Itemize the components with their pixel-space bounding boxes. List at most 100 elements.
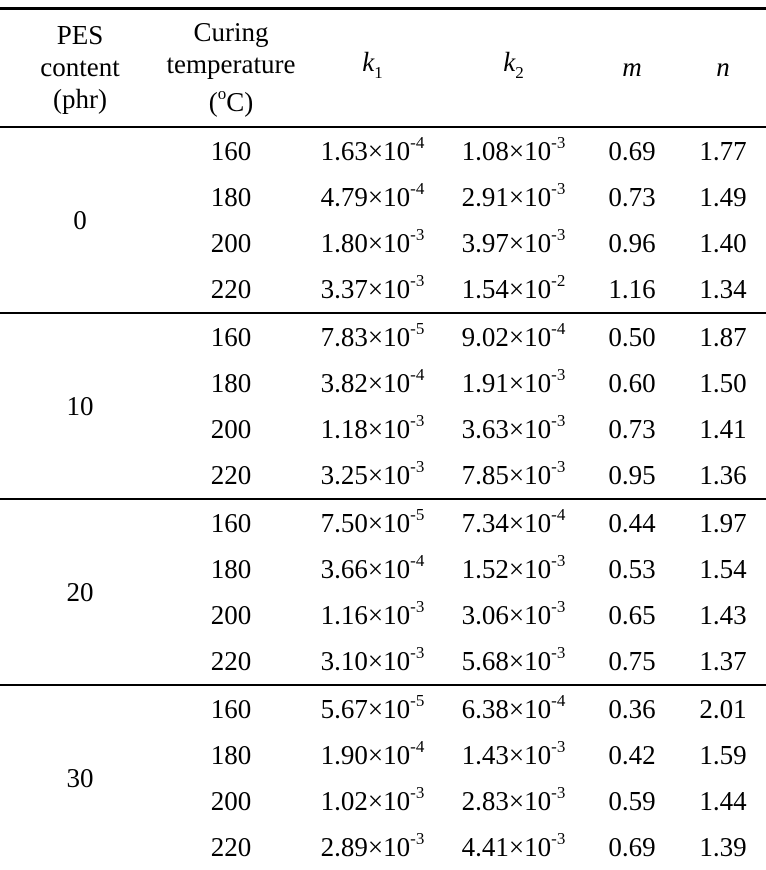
k2-exponent: -3 [551, 179, 566, 199]
k2-mantissa: 5.68×10 [461, 646, 552, 676]
k1-value: 1.80×10-3 [302, 220, 443, 266]
k2-mantissa: 7.85×10 [461, 460, 552, 490]
k2-exponent: -3 [551, 457, 566, 477]
n-value: 1.50 [699, 367, 747, 398]
k1-value: 7.50×10-5 [302, 498, 443, 546]
m-value: 1.16 [608, 273, 656, 304]
k1-mantissa: 3.82×10 [320, 368, 411, 398]
k1-mantissa: 4.79×10 [320, 182, 411, 212]
m-value: 0.50 [584, 312, 680, 360]
m-value: 0.65 [608, 599, 656, 630]
header-line: temperature [166, 49, 296, 79]
k2-value: 3.63×10-3 [443, 406, 584, 452]
k2-mantissa: 9.02×10 [461, 322, 552, 352]
m-value: 0.44 [584, 498, 680, 546]
k1-mantissa: 1.16×10 [320, 600, 411, 630]
header-line-unit: (oC) [160, 80, 302, 118]
k1-mantissa: 1.80×10 [320, 228, 411, 258]
k2-value: 9.02×10-4 [443, 312, 584, 360]
k1-exponent: -3 [410, 597, 425, 617]
curing-temperature-value: 180 [210, 367, 252, 398]
k2-value: 1.91×10-3 [443, 360, 584, 406]
n-value: 1.41 [699, 413, 747, 444]
k1-value: 2.89×10-3 [302, 824, 443, 870]
table-row: 200 1.18×10-3 3.63×10-3 0.73 1.41 [0, 406, 766, 452]
k1-mantissa: 1.63×10 [320, 136, 411, 166]
k1-mantissa: 1.18×10 [320, 414, 411, 444]
k2-exponent: -3 [551, 133, 566, 153]
k2-value: 3.06×10-3 [443, 592, 584, 638]
table-row: 200 1.80×10-3 3.97×10-3 0.96 1.40 [0, 220, 766, 266]
k1-mantissa: 2.89×10 [320, 832, 411, 862]
curing-temperature-value: 200 [210, 227, 252, 258]
m-value: 0.75 [608, 645, 656, 676]
n-value: 1.39 [699, 831, 747, 862]
header-line: (phr) [53, 84, 107, 114]
m-symbol: m [622, 52, 642, 82]
k1-mantissa: 3.66×10 [320, 554, 411, 584]
table-row: 180 1.90×10-4 1.43×10-3 0.42 1.59 [0, 732, 766, 778]
pes-content-value: 10 [0, 312, 160, 499]
k2-value: 3.97×10-3 [443, 220, 584, 266]
k2-exponent: -4 [551, 319, 566, 339]
k2-mantissa: 1.08×10 [461, 136, 552, 166]
n-value: 1.49 [699, 181, 747, 212]
k1-value: 3.10×10-3 [302, 638, 443, 685]
k2-mantissa: 4.41×10 [461, 832, 552, 862]
k2-value: 7.34×10-4 [443, 498, 584, 546]
curing-temperature-value: 180 [210, 181, 252, 212]
n-value: 1.34 [699, 273, 747, 304]
pes-content-value: 20 [0, 498, 160, 685]
curing-temperature-value: 200 [210, 785, 252, 816]
k1-value: 3.82×10-4 [302, 360, 443, 406]
col-header-curing-temperature: Curing temperature (oC) [160, 8, 302, 128]
header-line: content [40, 52, 120, 82]
paren-open: ( [208, 87, 218, 117]
k1-exponent: -3 [410, 411, 425, 431]
k2-mantissa: 7.34×10 [461, 508, 552, 538]
m-value: 0.69 [608, 135, 656, 166]
k2-value: 2.83×10-3 [443, 778, 584, 824]
curing-temperature-value: 220 [210, 645, 252, 676]
curing-temperature-value: 160 [160, 684, 302, 732]
k2-mantissa: 1.91×10 [461, 368, 552, 398]
m-value: 0.73 [608, 181, 656, 212]
k1-exponent: -5 [410, 319, 425, 339]
n-value: 1.54 [699, 553, 747, 584]
k1-value: 3.37×10-3 [302, 266, 443, 313]
table-row: 180 3.82×10-4 1.91×10-3 0.60 1.50 [0, 360, 766, 406]
k2-exponent: -4 [551, 691, 566, 711]
curing-temperature-value: 160 [160, 312, 302, 360]
k2-mantissa: 2.83×10 [461, 786, 552, 816]
k1-exponent: -4 [410, 737, 425, 757]
k2-mantissa: 1.43×10 [461, 740, 552, 770]
curing-temperature-value: 200 [210, 413, 252, 444]
k1-exponent: -4 [410, 179, 425, 199]
k1-exponent: -3 [410, 457, 425, 477]
table-row: 30 160 5.67×10-5 6.38×10-4 0.36 2.01 [0, 684, 766, 870]
k2-value: 2.91×10-3 [443, 174, 584, 220]
col-header-pes-content: PES content (phr) [0, 8, 160, 128]
m-value: 0.95 [608, 459, 656, 490]
m-value: 0.42 [608, 739, 656, 770]
curing-temperature-value: 160 [210, 135, 252, 166]
k1-exponent: -3 [410, 783, 425, 803]
n-value: 1.37 [699, 645, 747, 676]
k2-exponent: -3 [551, 829, 566, 849]
k1-exponent: -4 [410, 551, 425, 571]
m-value: 0.60 [608, 367, 656, 398]
k1-value: 1.02×10-3 [302, 778, 443, 824]
table-row: 10 160 7.83×10-5 9.02×10-4 0.50 1.87 [0, 312, 766, 499]
k2-exponent: -3 [551, 737, 566, 757]
k2-exponent: -3 [551, 411, 566, 431]
table-row: 220 2.89×10-3 4.41×10-3 0.69 1.39 [0, 824, 766, 870]
k2-mantissa: 1.52×10 [461, 554, 552, 584]
table-row: 200 1.02×10-3 2.83×10-3 0.59 1.44 [0, 778, 766, 824]
table-row: 200 1.16×10-3 3.06×10-3 0.65 1.43 [0, 592, 766, 638]
k2-symbol: k [503, 46, 516, 77]
n-value: 1.44 [699, 785, 747, 816]
k2-exponent: -2 [551, 271, 566, 291]
k1-exponent: -3 [410, 225, 425, 245]
k2-value: 1.54×10-2 [443, 266, 584, 313]
k2-exponent: -3 [551, 365, 566, 385]
